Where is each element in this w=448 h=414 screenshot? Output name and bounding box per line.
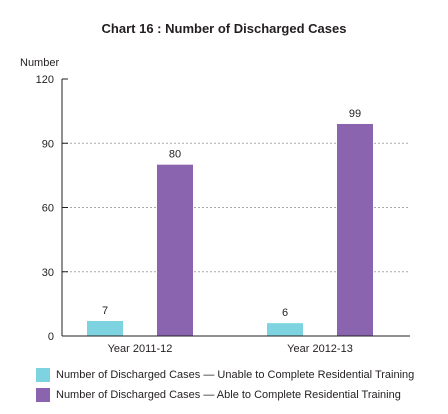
bar: [337, 123, 373, 336]
bar: [87, 321, 123, 336]
legend-swatch: [36, 368, 50, 382]
y-tick-label: 90: [42, 138, 54, 150]
y-tick-label: 120: [36, 74, 54, 86]
y-axis-label: Number: [20, 57, 59, 69]
bar-chart: Chart 16 : Number of Discharged Cases Nu…: [20, 21, 410, 355]
legend-label: Number of Discharged Cases — Unable to C…: [56, 369, 415, 381]
bar: [157, 164, 193, 336]
legend-label: Number of Discharged Cases — Able to Com…: [56, 389, 401, 401]
legend-item: Number of Discharged Cases — Unable to C…: [36, 368, 414, 382]
chart-title: Chart 16 : Number of Discharged Cases: [102, 21, 347, 36]
data-label: 7: [102, 305, 108, 317]
data-label: 99: [349, 108, 361, 120]
legend-item: Number of Discharged Cases — Able to Com…: [36, 388, 414, 402]
data-label: 6: [282, 307, 288, 319]
y-tick-label: 0: [48, 331, 54, 343]
data-label: 80: [169, 149, 181, 161]
y-tick-label: 30: [42, 267, 54, 279]
x-tick-label: Year 2011-12: [108, 343, 173, 355]
y-tick-label: 60: [42, 203, 54, 215]
x-tick-label: Year 2012-13: [287, 343, 353, 355]
legend: Number of Discharged Cases — Unable to C…: [36, 368, 414, 408]
bar: [267, 323, 303, 336]
legend-swatch: [36, 388, 50, 402]
